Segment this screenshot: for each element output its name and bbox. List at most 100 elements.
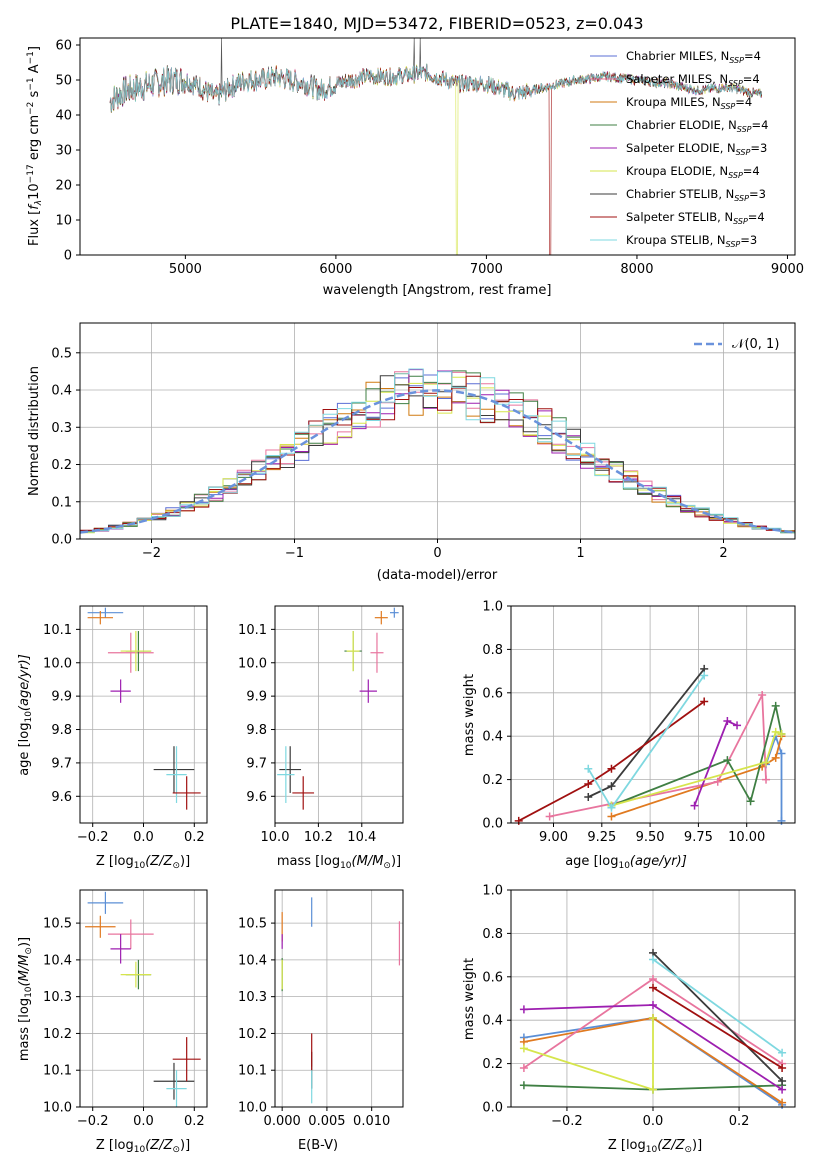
- age-vs-mass-xlabel: mass [log10(M/M⊙)]: [277, 854, 401, 871]
- ylabel-s: s: [27, 90, 42, 101]
- y-tick-label: 0.8: [482, 643, 503, 658]
- massweight-vs-z-panel: −0.2 0.0 0.2 0.0 0.2 0.4 0.6 0.8 1.0: [482, 884, 796, 1129]
- legend-label: Salpeter STELIB, NSSP=4: [626, 210, 765, 226]
- xl-f: )]: [180, 854, 190, 869]
- legend-sub: SSP: [728, 79, 743, 88]
- legend-count: =3: [740, 233, 757, 247]
- x-tick-label: 0.0: [133, 830, 154, 845]
- x-tick-label: −0.2: [77, 830, 109, 845]
- legend-count: =3: [750, 141, 767, 155]
- weight-series-marker: [771, 753, 780, 762]
- x-tick-label: 8000: [620, 262, 653, 277]
- histogram-legend: 𝒩(0, 1): [694, 337, 779, 352]
- xl-e: ⊙: [172, 1145, 180, 1155]
- legend-name: Chabrier STELIB, N: [626, 187, 734, 201]
- massweight-vs-age-ylabel: mass weight: [462, 674, 477, 756]
- weight-series-marker: [713, 777, 722, 786]
- y-tick-label: 0.0: [482, 1101, 503, 1116]
- xl-e: ⊙: [172, 861, 180, 871]
- histogram-frame: [79, 322, 796, 540]
- x-tick-label: 5000: [169, 262, 202, 277]
- panel-frame: [79, 605, 208, 824]
- weight-series-marker: [584, 779, 593, 788]
- weight-series-marker: [649, 983, 657, 992]
- x-tick-label: 10.00: [728, 830, 765, 845]
- xl-e: ⊙: [684, 1145, 692, 1155]
- weight-series-line: [587, 668, 705, 798]
- y-tick-label: 0: [64, 249, 72, 264]
- yl-b: log: [17, 723, 32, 743]
- spectrum-xlabel: wavelength [Angstrom, rest frame]: [323, 283, 552, 298]
- yl-b: log: [17, 998, 32, 1018]
- xl-e: ⊙: [383, 861, 391, 871]
- y-tick-label: 0.1: [51, 495, 72, 510]
- y-tick-label: 0.8: [482, 927, 503, 942]
- ylabel-close: ]: [27, 46, 42, 51]
- legend-label: Chabrier MILES, NSSP=4: [626, 49, 761, 65]
- weight-series-marker: [584, 764, 593, 773]
- massweight-vs-age-panel: 9.00 9.25 9.50 9.75 10.00 0.0 0.2 0.4 0.6 0.8 1.0: [482, 600, 796, 845]
- legend-sub: SSP: [728, 171, 743, 180]
- spectrum-ylabel: Flux [fλ10−17 erg cm−2 s−1 A−1]: [26, 46, 44, 246]
- weight-series-marker: [545, 812, 554, 821]
- x-tick-label: 6000: [319, 262, 352, 277]
- legend-count: =4: [752, 118, 769, 132]
- xl-b: log: [599, 854, 619, 869]
- legend-sub: SSP: [736, 148, 751, 157]
- legend-name: Kroupa ELODIE, N: [626, 164, 728, 178]
- weight-series-marker: [690, 801, 699, 810]
- y-tick-label: 10.3: [238, 990, 267, 1005]
- spectrum-lines: [109, 37, 762, 256]
- weight-series-marker: [649, 1014, 657, 1023]
- y-tick-label: 0.4: [51, 384, 72, 399]
- yl-a: mass [: [17, 1018, 32, 1061]
- weight-series-marker: [762, 775, 771, 784]
- y-tick-label: 10.0: [43, 1101, 72, 1116]
- y-tick-label: 30: [55, 144, 72, 159]
- legend-label: Chabrier STELIB, NSSP=3: [626, 187, 766, 203]
- histogram-ylabel: Normed distribution: [27, 366, 42, 496]
- x-tick-label: 7000: [470, 262, 503, 277]
- weight-series-marker: [778, 1076, 787, 1085]
- mass-vs-z-ylabel: mass [log10(M/M⊙)]: [17, 937, 34, 1061]
- weight-series-marker: [649, 955, 657, 964]
- legend-label: Salpeter ELODIE, NSSP=3: [626, 141, 767, 157]
- age-vs-mass-panel: 10.0 10.2 10.4 9.6 9.7 9.8 9.9 10.0 10.1: [238, 605, 404, 845]
- legend-count: =3: [749, 187, 766, 201]
- legend-sub: SSP: [733, 217, 748, 226]
- x-tick-label: −1: [285, 546, 304, 561]
- x-tick-label: 9000: [771, 262, 804, 277]
- weight-series-marker: [700, 697, 709, 706]
- weight-series-marker: [519, 1063, 528, 1072]
- x-tick-label: 0.010: [353, 1114, 390, 1129]
- massweight-vs-z-xlabel: Z [log10(Z/Z⊙)]: [608, 1138, 702, 1155]
- xl-a: mass [: [277, 854, 320, 869]
- weight-series-marker: [758, 690, 767, 699]
- spectrum-panel: PLATE=1840, MJD=53472, FIBERID=0523, z=0…: [26, 14, 804, 298]
- x-tick-label: 9.00: [539, 830, 568, 845]
- weight-series-line: [765, 733, 783, 821]
- legend-count: =4: [748, 210, 765, 224]
- weight-series-line: [518, 700, 705, 822]
- x-tick-label: −0.2: [77, 1114, 109, 1129]
- ylabel-exp3: −1: [26, 77, 36, 90]
- x-tick-label: 9.75: [684, 830, 713, 845]
- yl-c: 10: [24, 711, 34, 723]
- legend-normal-label: 𝒩(0, 1): [732, 337, 779, 352]
- legend-sub: SSP: [737, 125, 752, 134]
- mass-vs-z-panel: −0.2 0.0 0.2 10.0 10.1 10.2 10.3 10.4 10.5: [43, 889, 208, 1129]
- legend-count: =4: [743, 72, 760, 86]
- y-tick-label: 10.4: [43, 953, 72, 968]
- y-tick-label: 10.1: [43, 1064, 72, 1079]
- xl-b: log: [320, 854, 340, 869]
- massweight-vs-z-ylabel: mass weight: [462, 958, 477, 1040]
- yl-c: 10: [24, 986, 34, 998]
- ylabel-exp2: −2: [26, 102, 36, 115]
- histogram-panel: −2 −1 0 1 2 0.0 0.1 0.2 0.3 0.4 0.5 𝒩(0, 1) (data-…: [27, 322, 796, 583]
- y-tick-label: 10.4: [238, 953, 267, 968]
- xl-f: )]: [692, 1138, 702, 1153]
- y-tick-label: 9.6: [246, 790, 267, 805]
- panel-frame: [79, 889, 208, 1108]
- y-tick-label: 10.1: [238, 623, 267, 638]
